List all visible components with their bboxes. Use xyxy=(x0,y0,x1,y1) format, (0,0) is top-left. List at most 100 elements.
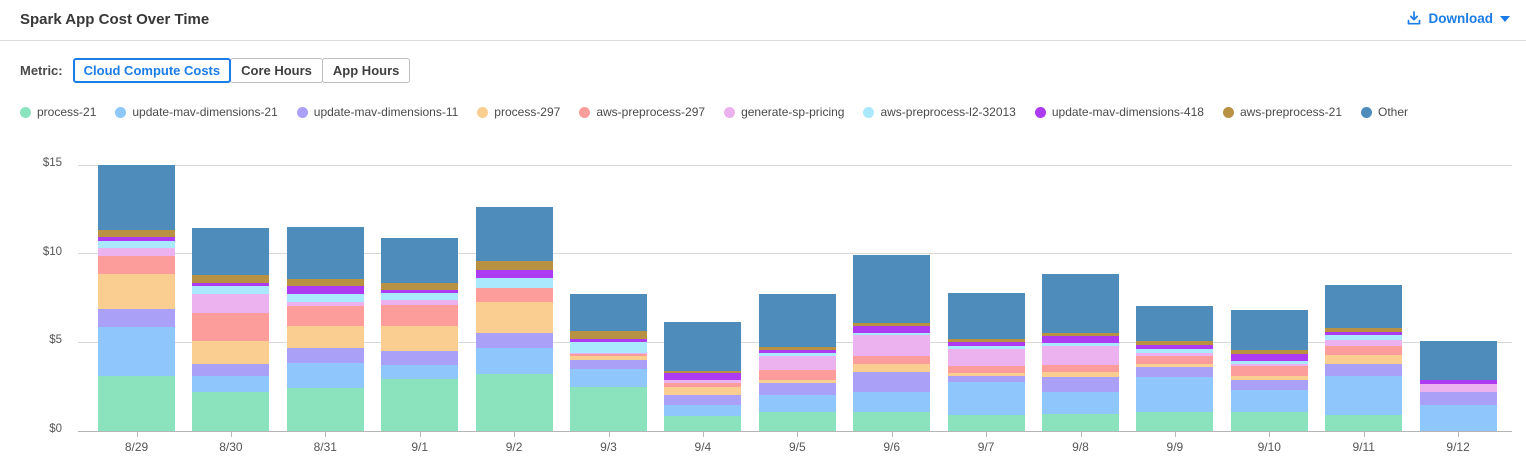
metric-tab-app-hours[interactable]: App Hours xyxy=(321,58,411,83)
bar-segment-process-21[interactable] xyxy=(1042,414,1119,431)
bar-segment-update-mav-dimensions-21[interactable] xyxy=(1136,376,1214,413)
bar-segment-process-297[interactable] xyxy=(1136,363,1214,368)
download-button[interactable]: Download xyxy=(1406,10,1510,26)
bar-segment-process-21[interactable] xyxy=(381,378,459,431)
bar-segment-update-mav-dimensions-418[interactable] xyxy=(381,290,459,293)
bar-segment-aws-preprocess-297[interactable] xyxy=(1042,365,1119,373)
bar-segment-aws-preprocess-297[interactable] xyxy=(381,305,459,327)
bar-segment-process-297[interactable] xyxy=(1042,372,1119,377)
bar-segment-process-21[interactable] xyxy=(1230,412,1308,431)
bar-segment-process-21[interactable] xyxy=(664,415,742,431)
bar-segment-process-297[interactable] xyxy=(192,340,270,365)
bar-segment-update-mav-dimensions-418[interactable] xyxy=(1136,344,1214,349)
bar-segment-process-21[interactable] xyxy=(192,391,270,431)
legend-item-other[interactable]: Other xyxy=(1361,105,1408,119)
bar-segment-aws-preprocess-297[interactable] xyxy=(475,288,553,303)
bar-segment-aws-preprocess-l2-32013[interactable] xyxy=(1136,348,1214,353)
bar-segment-process-21[interactable] xyxy=(1325,414,1403,431)
bar-segment-update-mav-dimensions-11[interactable] xyxy=(1042,376,1119,392)
bar-segment-aws-preprocess-297[interactable] xyxy=(1230,366,1308,376)
bar-segment-aws-preprocess-21[interactable] xyxy=(1325,328,1403,332)
bar-segment-other[interactable] xyxy=(1325,284,1403,329)
bar-segment-generate-sp-pricing[interactable] xyxy=(1325,339,1403,346)
bar-segment-aws-preprocess-l2-32013[interactable] xyxy=(1230,360,1308,365)
bar-segment-update-mav-dimensions-418[interactable] xyxy=(1230,353,1308,361)
bar-segment-generate-sp-pricing[interactable] xyxy=(381,299,459,306)
bar-segment-other[interactable] xyxy=(98,164,175,230)
bar-segment-aws-preprocess-21[interactable] xyxy=(381,282,459,291)
bar-segment-aws-preprocess-l2-32013[interactable] xyxy=(286,294,364,303)
bar-segment-aws-preprocess-l2-32013[interactable] xyxy=(947,345,1025,349)
bar-segment-aws-preprocess-l2-32013[interactable] xyxy=(758,352,836,357)
bar-segment-aws-preprocess-21[interactable] xyxy=(475,260,553,270)
bar-segment-generate-sp-pricing[interactable] xyxy=(1136,352,1214,357)
bar-segment-aws-preprocess-21[interactable] xyxy=(947,338,1025,343)
bar-segment-process-297[interactable] xyxy=(1230,375,1308,381)
bar-segment-generate-sp-pricing[interactable] xyxy=(286,302,364,306)
bar-segment-update-mav-dimensions-11[interactable] xyxy=(381,351,459,366)
bar-segment-update-mav-dimensions-11[interactable] xyxy=(1230,380,1308,391)
bar-segment-update-mav-dimensions-11[interactable] xyxy=(98,309,175,328)
bar-segment-aws-preprocess-l2-32013[interactable] xyxy=(570,342,647,353)
bar-segment-update-mav-dimensions-418[interactable] xyxy=(1419,379,1497,384)
bar-segment-aws-preprocess-297[interactable] xyxy=(570,353,647,357)
bar-segment-generate-sp-pricing[interactable] xyxy=(1042,345,1119,366)
bar-segment-generate-sp-pricing[interactable] xyxy=(1419,384,1497,392)
bar-segment-process-21[interactable] xyxy=(98,375,175,431)
bar-segment-update-mav-dimensions-21[interactable] xyxy=(1325,375,1403,415)
bar-segment-aws-preprocess-l2-32013[interactable] xyxy=(1325,335,1403,340)
legend-item-generate-sp-pricing[interactable]: generate-sp-pricing xyxy=(724,105,844,119)
bar-segment-update-mav-dimensions-11[interactable] xyxy=(758,383,836,396)
bar-segment-aws-preprocess-l2-32013[interactable] xyxy=(475,278,553,289)
bar-8-31[interactable] xyxy=(286,227,364,431)
legend-item-aws-preprocess-297[interactable]: aws-preprocess-297 xyxy=(579,105,705,119)
legend-item-process-21[interactable]: process-21 xyxy=(20,105,96,119)
bar-segment-update-mav-dimensions-21[interactable] xyxy=(853,391,931,413)
bar-segment-update-mav-dimensions-21[interactable] xyxy=(947,382,1025,415)
bar-segment-aws-preprocess-21[interactable] xyxy=(1042,332,1119,337)
bar-segment-update-mav-dimensions-21[interactable] xyxy=(1042,391,1119,415)
bar-segment-process-21[interactable] xyxy=(758,412,836,431)
bar-segment-aws-preprocess-21[interactable] xyxy=(286,279,364,287)
bar-segment-other[interactable] xyxy=(286,227,364,280)
bar-segment-update-mav-dimensions-418[interactable] xyxy=(758,350,836,353)
bar-segment-process-297[interactable] xyxy=(853,363,931,372)
bar-9-1[interactable] xyxy=(381,237,459,431)
bar-segment-process-297[interactable] xyxy=(1325,354,1403,364)
bar-segment-update-mav-dimensions-418[interactable] xyxy=(664,373,742,380)
bar-segment-other[interactable] xyxy=(947,292,1025,339)
bar-segment-aws-preprocess-297[interactable] xyxy=(98,256,175,275)
bar-segment-update-mav-dimensions-418[interactable] xyxy=(1325,331,1403,336)
bar-segment-process-21[interactable] xyxy=(570,387,647,431)
bar-segment-process-297[interactable] xyxy=(381,326,459,352)
bar-segment-process-21[interactable] xyxy=(947,414,1025,431)
bar-9-11[interactable] xyxy=(1325,284,1403,431)
bar-segment-aws-preprocess-297[interactable] xyxy=(947,366,1025,374)
bar-segment-other[interactable] xyxy=(1230,309,1308,351)
bar-segment-other[interactable] xyxy=(475,206,553,261)
bar-segment-other[interactable] xyxy=(758,293,836,347)
bar-8-29[interactable] xyxy=(98,164,175,431)
bar-segment-aws-preprocess-21[interactable] xyxy=(1136,340,1214,345)
bar-segment-other[interactable] xyxy=(570,293,647,331)
bar-segment-process-297[interactable] xyxy=(98,274,175,310)
bar-segment-process-297[interactable] xyxy=(758,379,836,384)
bar-segment-update-mav-dimensions-11[interactable] xyxy=(286,348,364,363)
bar-segment-aws-preprocess-21[interactable] xyxy=(570,330,647,339)
bar-9-7[interactable] xyxy=(947,292,1025,431)
bar-segment-generate-sp-pricing[interactable] xyxy=(664,380,742,384)
bar-segment-generate-sp-pricing[interactable] xyxy=(192,294,270,314)
bar-segment-update-mav-dimensions-21[interactable] xyxy=(475,347,553,375)
bar-segment-update-mav-dimensions-21[interactable] xyxy=(98,327,175,376)
bar-segment-aws-preprocess-21[interactable] xyxy=(664,370,742,374)
bar-9-10[interactable] xyxy=(1230,309,1308,431)
bar-segment-process-21[interactable] xyxy=(475,374,553,431)
bar-segment-other[interactable] xyxy=(1419,341,1497,380)
bar-9-5[interactable] xyxy=(758,293,836,431)
bar-segment-aws-preprocess-297[interactable] xyxy=(853,355,931,364)
bar-segment-generate-sp-pricing[interactable] xyxy=(98,247,175,257)
bar-segment-aws-preprocess-21[interactable] xyxy=(98,229,175,238)
bar-segment-update-mav-dimensions-21[interactable] xyxy=(192,375,270,392)
bar-9-2[interactable] xyxy=(475,206,553,431)
legend-item-process-297[interactable]: process-297 xyxy=(477,105,560,119)
